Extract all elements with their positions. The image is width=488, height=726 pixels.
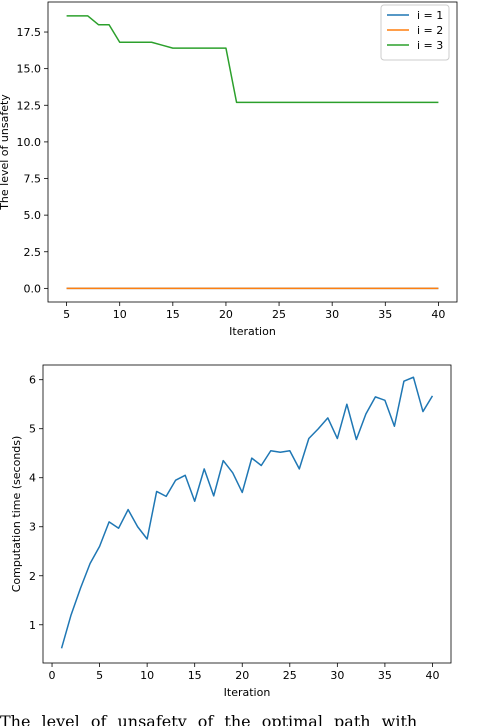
chart1-x-tick-label: 25 xyxy=(272,308,286,321)
chart1-y-tick-label: 5.0 xyxy=(24,209,42,222)
chart1-x-tick-label: 15 xyxy=(166,308,180,321)
chart2-x-tick-label: 25 xyxy=(283,669,297,682)
chart2-x-tick-label: 0 xyxy=(49,669,56,682)
chart1-x-tick-label: 40 xyxy=(431,308,445,321)
chart2-x-tick-label: 40 xyxy=(425,669,439,682)
unsafety-chart: 5 10 15 20 25 30 35 40 0.0 2.5 5.0 7.5 10.0 12.5 15.0 1… xyxy=(0,1,458,338)
chart2-y-tick-label: 1 xyxy=(29,619,36,632)
chart2-y-tick-label: 6 xyxy=(29,374,36,387)
chart2-series-line-1 xyxy=(60,376,434,649)
chart1-y-tick-label: 15.0 xyxy=(17,63,42,76)
chart1-y-tick-label: 0.0 xyxy=(24,282,42,295)
chart1-y-tick-label: 2.5 xyxy=(24,246,42,259)
chart1-y-tick-label: 17.5 xyxy=(17,26,42,39)
chart2-y-tick-label: 5 xyxy=(29,423,36,436)
chart2-x-axis-label: Iteration xyxy=(224,686,271,699)
chart1-legend-box xyxy=(380,4,450,61)
chart1-series-line-3 xyxy=(66,15,439,104)
chart2-y-tick-label: 3 xyxy=(29,521,36,534)
chart2-y-axis-label: Computation time (seconds) xyxy=(10,436,23,593)
chart1-y-tick-label: 7.5 xyxy=(24,173,42,186)
chart1-y-tick-label: 12.5 xyxy=(17,99,42,112)
chart1-x-tick-label: 30 xyxy=(325,308,339,321)
chart1-legend-label-1: i = 1 xyxy=(417,9,443,22)
chart2-x-tick-label: 15 xyxy=(188,669,202,682)
figure-caption: The level of unsafety of the optimal pat… xyxy=(0,712,418,726)
chart1-axes-frame xyxy=(47,1,458,303)
chart2-axes-frame xyxy=(42,364,452,664)
chart1-y-tick-label: 10.0 xyxy=(17,136,42,149)
chart1-x-tick-label: 5 xyxy=(63,308,70,321)
chart1-legend-label-3: i = 3 xyxy=(417,39,443,52)
chart2-x-tick-label: 5 xyxy=(96,669,103,682)
computation-time-chart: 0 5 10 15 20 25 30 35 40 1 2 3 4 5 6 Iteration Computati… xyxy=(10,364,452,699)
chart2-x-tick-label: 30 xyxy=(330,669,344,682)
chart1-x-tick-label: 20 xyxy=(219,308,233,321)
chart1-x-tick-label: 10 xyxy=(113,308,127,321)
chart2-y-tick-label: 2 xyxy=(29,570,36,583)
chart1-y-axis-label: The level of unsafety xyxy=(0,94,11,211)
chart2-x-tick-label: 20 xyxy=(235,669,249,682)
chart2-x-tick-label: 35 xyxy=(378,669,392,682)
chart1-x-tick-label: 35 xyxy=(378,308,392,321)
chart1-x-axis-label: Iteration xyxy=(229,325,276,338)
chart1-legend-label-2: i = 2 xyxy=(417,24,443,37)
chart2-y-tick-label: 4 xyxy=(29,472,36,485)
chart2-x-tick-label: 10 xyxy=(140,669,154,682)
